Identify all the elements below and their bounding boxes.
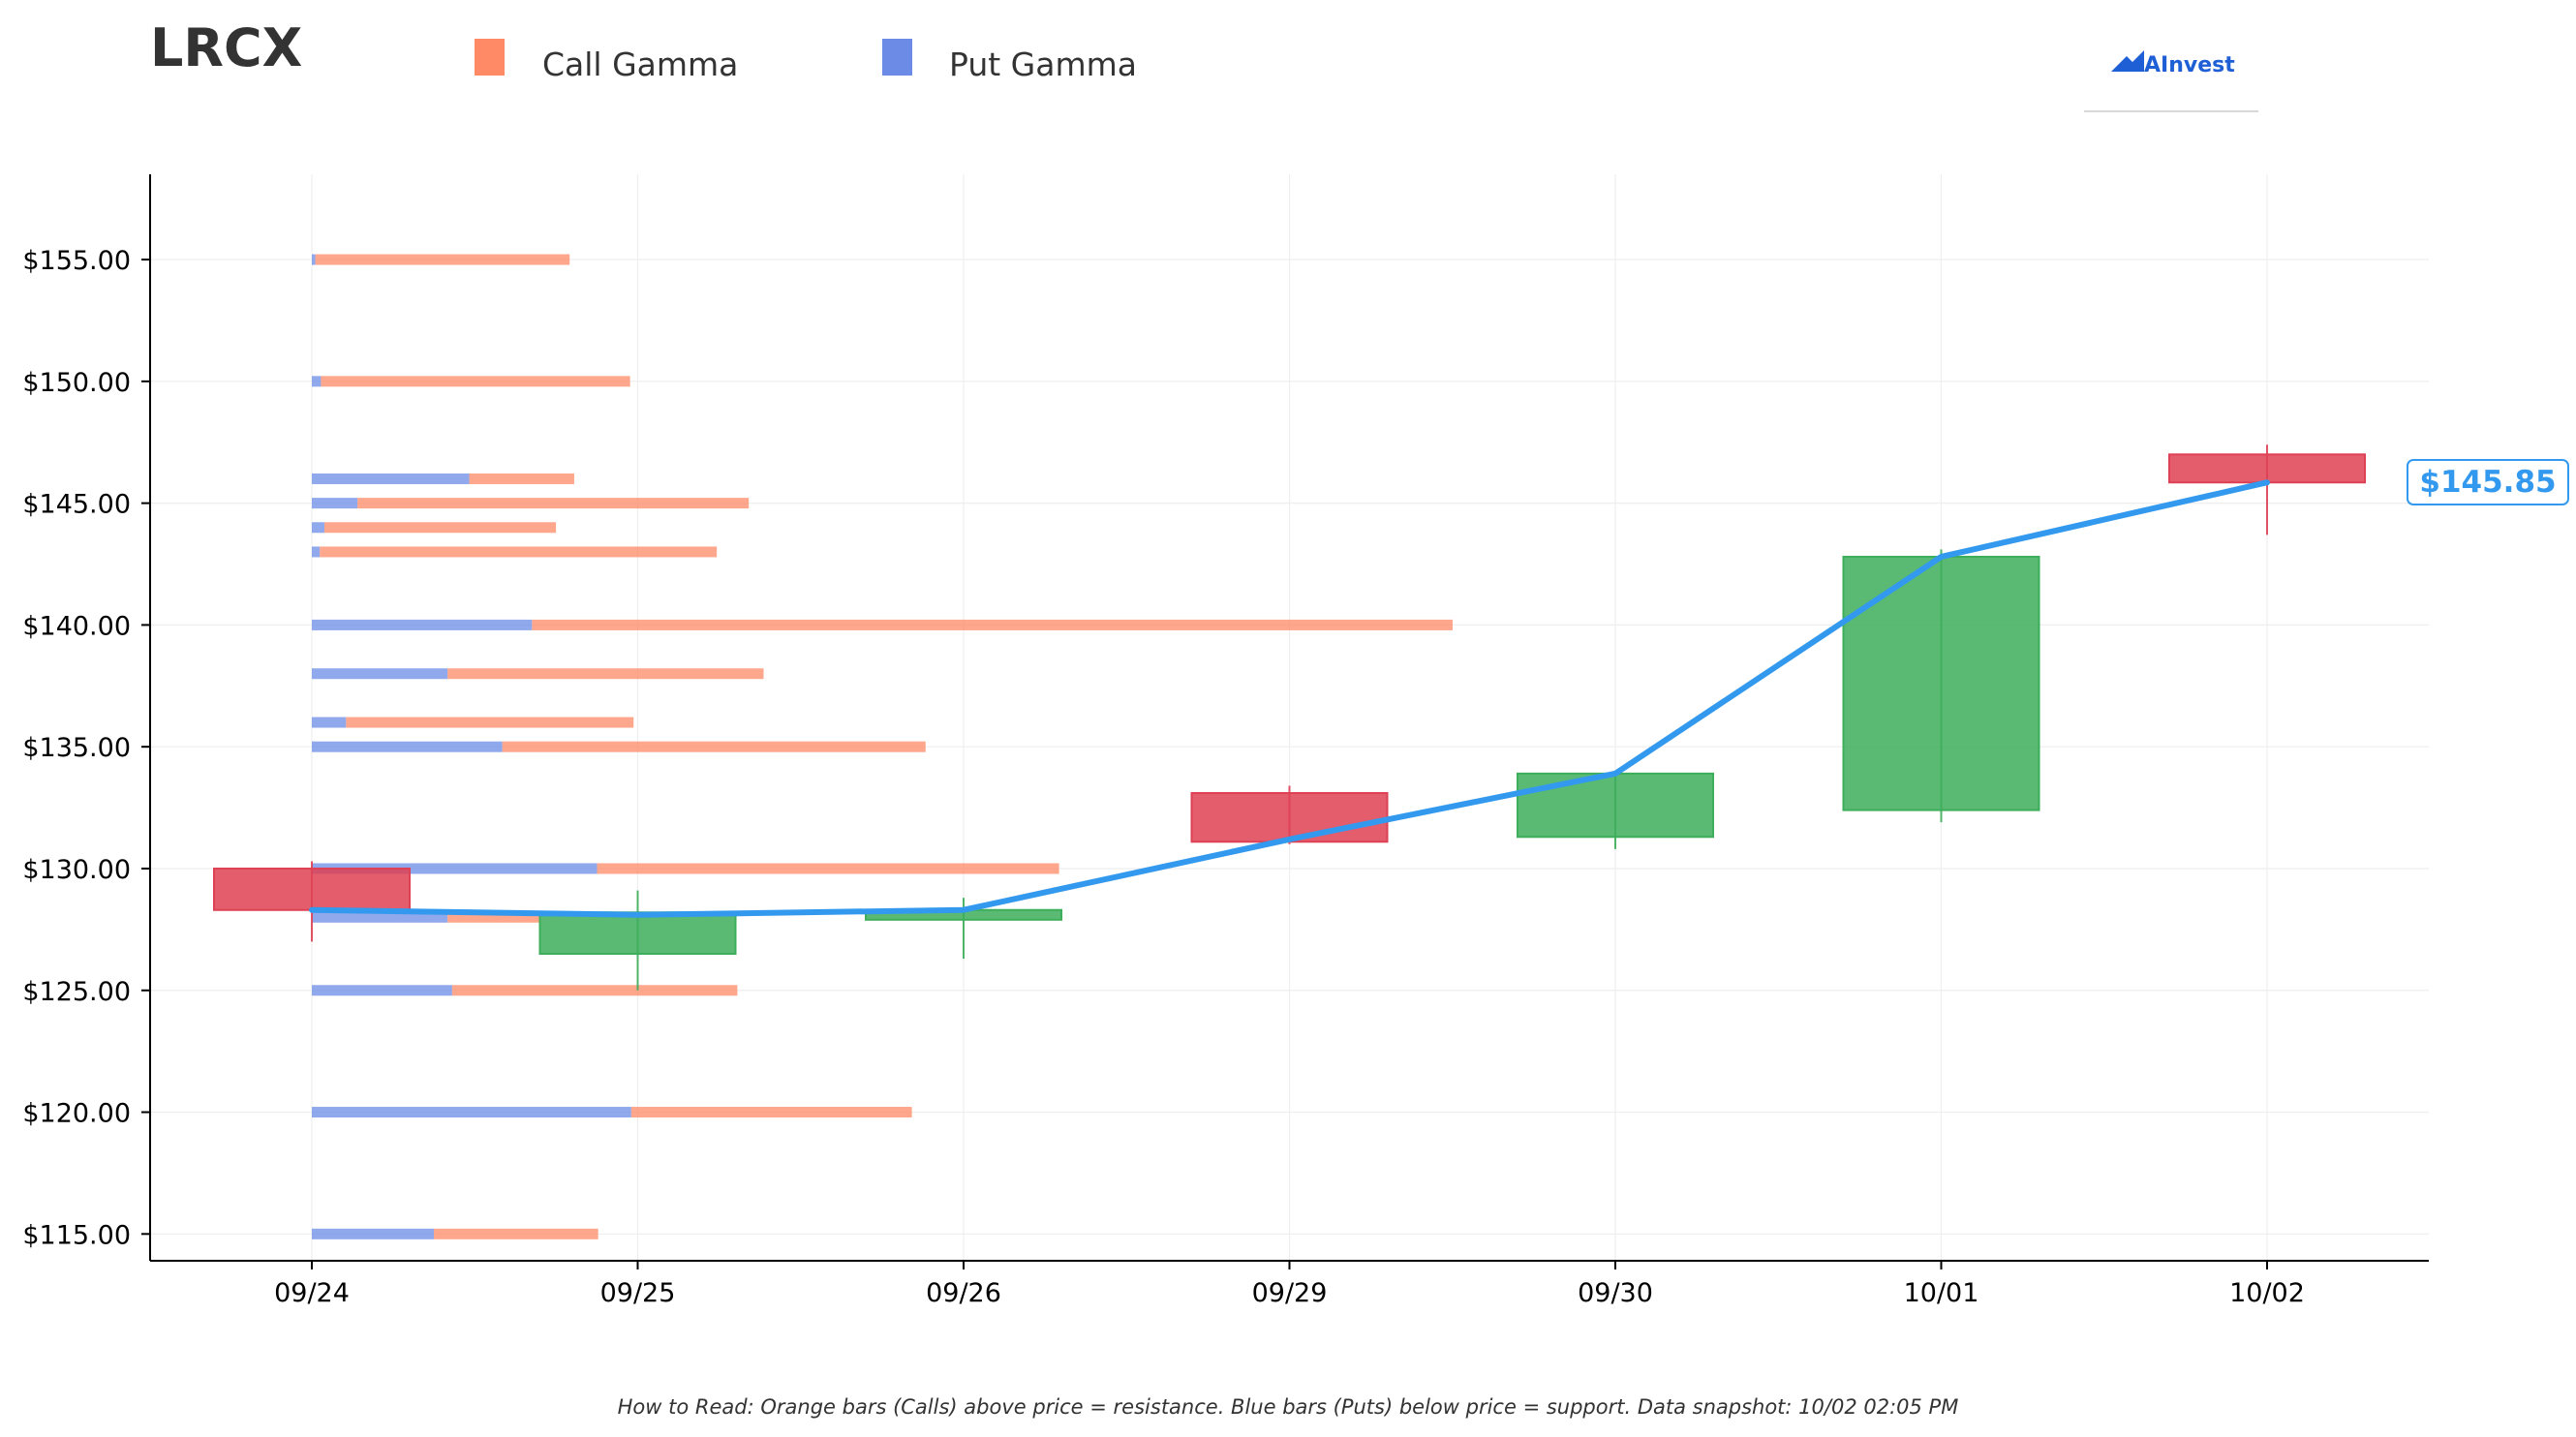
candle-body bbox=[1190, 791, 1389, 843]
put-gamma-bar bbox=[312, 546, 321, 558]
put-gamma-bar bbox=[312, 1107, 631, 1118]
x-tick-label: 09/24 bbox=[274, 1278, 350, 1308]
x-tick-label: 10/02 bbox=[2229, 1278, 2305, 1308]
y-tick-label: $130.00 bbox=[22, 855, 131, 885]
call-gamma-bar bbox=[323, 522, 557, 534]
legend-put-label: Put Gamma bbox=[949, 46, 1137, 83]
call-gamma-bar bbox=[447, 911, 540, 923]
put-gamma-bar bbox=[312, 376, 322, 387]
call-gamma-bar bbox=[434, 1228, 598, 1239]
price-line bbox=[309, 479, 2270, 918]
price-line-layer bbox=[309, 479, 2270, 918]
y-tick-label: $120.00 bbox=[22, 1099, 131, 1129]
x-tick-label: 09/29 bbox=[1252, 1278, 1328, 1308]
put-gamma-bar bbox=[312, 254, 316, 265]
call-gamma-bar bbox=[320, 546, 718, 558]
ainvest-logo: AInvest bbox=[2084, 50, 2258, 112]
candle-body bbox=[1517, 772, 1714, 839]
y-tick-label: $155.00 bbox=[22, 246, 131, 276]
call-gamma-bar bbox=[597, 863, 1059, 874]
x-tick-label: 09/30 bbox=[1578, 1278, 1653, 1308]
call-gamma-bar bbox=[630, 1107, 912, 1118]
call-gamma-bar bbox=[315, 254, 570, 265]
put-gamma-bar bbox=[312, 911, 448, 923]
put-gamma-bar bbox=[312, 985, 452, 996]
logo-chart-icon bbox=[2111, 50, 2144, 72]
candle-body bbox=[538, 911, 737, 956]
legend-call-label: Call Gamma bbox=[542, 46, 738, 83]
put-gamma-bar bbox=[312, 1228, 435, 1239]
axes: $115.00 $120.00 $125.00 $130.00 $135.00 $140.… bbox=[22, 174, 2429, 1308]
put-gamma-bar bbox=[312, 619, 533, 630]
put-gamma-bar bbox=[312, 498, 358, 509]
put-gamma-bar bbox=[312, 863, 598, 874]
call-gamma-bar bbox=[346, 717, 634, 728]
x-tick-label: 09/25 bbox=[600, 1278, 676, 1308]
legend-put-swatch bbox=[882, 39, 912, 76]
legend-call-swatch bbox=[475, 39, 505, 76]
put-gamma-bar bbox=[312, 522, 324, 534]
current-price-tag: $145.85 bbox=[2407, 459, 2569, 505]
y-tick-label: $150.00 bbox=[22, 368, 131, 398]
put-gamma-bar bbox=[312, 741, 503, 752]
call-gamma-bar bbox=[502, 741, 926, 752]
candle-body bbox=[2168, 453, 2366, 484]
ticker-title: LRCX bbox=[150, 17, 302, 78]
current-price-tag-box bbox=[2407, 459, 2569, 505]
y-tick-label: $115.00 bbox=[22, 1220, 131, 1250]
x-tick-label: 09/26 bbox=[926, 1278, 1001, 1308]
logo-text: AInvest bbox=[2144, 53, 2235, 77]
call-gamma-bar bbox=[447, 668, 764, 680]
gamma-bars bbox=[312, 254, 1453, 1239]
candle-body bbox=[213, 867, 411, 911]
put-gamma-bar bbox=[312, 717, 347, 728]
x-tick-label: 10/01 bbox=[1904, 1278, 1979, 1308]
y-tick-label: $125.00 bbox=[22, 977, 131, 1007]
y-tick-label: $140.00 bbox=[22, 611, 131, 641]
call-gamma-bar bbox=[321, 376, 630, 387]
call-gamma-bar bbox=[532, 619, 1453, 630]
call-gamma-bar bbox=[357, 498, 750, 509]
y-tick-label: $145.00 bbox=[22, 490, 131, 520]
current-price-label: $145.85 bbox=[2419, 465, 2556, 500]
call-gamma-bar bbox=[469, 473, 574, 484]
footer-note: How to Read: Orange bars (Calls) above p… bbox=[618, 1395, 1959, 1419]
y-tick-label: $135.00 bbox=[22, 733, 131, 763]
put-gamma-bar bbox=[312, 668, 448, 680]
call-gamma-bar bbox=[451, 985, 738, 996]
put-gamma-bar bbox=[312, 473, 470, 484]
candle-body bbox=[1842, 555, 2040, 811]
